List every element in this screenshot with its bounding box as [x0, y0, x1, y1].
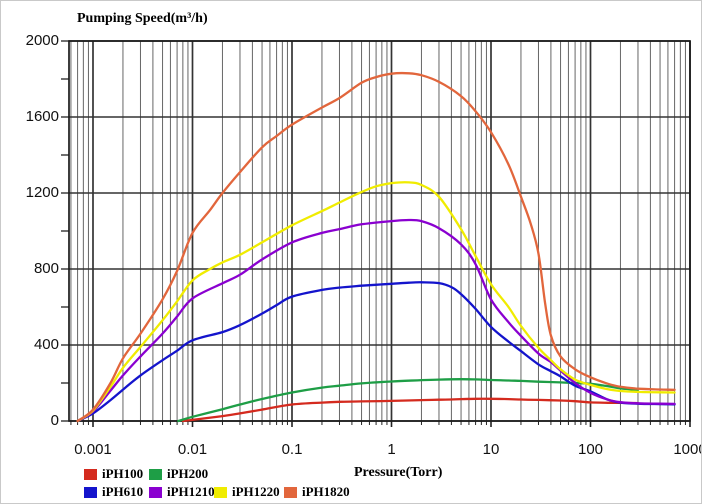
legend-label-iph100: iPH100	[102, 466, 144, 481]
x-tick-label: 10	[482, 441, 500, 458]
legend-item-iph1210: iPH1210	[149, 484, 215, 500]
series-line-iph1210	[76, 218, 676, 423]
legend-item-iph1220: iPH1220	[214, 484, 284, 500]
legend-item-iph610: iPH610	[84, 484, 149, 500]
series-line-iph100	[181, 397, 640, 423]
legend-label-iph610: iPH610	[102, 484, 144, 499]
legend-swatch-iph200	[149, 468, 162, 480]
legend-row-2: iPH610 iPH1210 iPH1220 iPH1820	[84, 484, 350, 500]
legend-label-iph200: iPH200	[167, 466, 209, 481]
y-tick-label: 0	[50, 412, 59, 429]
series-line-iph1220	[76, 181, 676, 423]
series-line-iph1820	[76, 71, 676, 423]
legend-item-iph1820: iPH1820	[284, 484, 350, 500]
series-line-iph610	[76, 281, 676, 423]
y-tick-label: 1200	[25, 184, 59, 201]
legend-label-iph1210: iPH1210	[167, 484, 215, 499]
legend-label-iph1820: iPH1820	[302, 484, 350, 499]
y-tick-label: 800	[33, 260, 59, 277]
x-tick-label: 1	[387, 441, 396, 458]
legend-item-iph100: iPH100	[84, 466, 149, 482]
chart-title: Pumping Speed(m³/h)	[77, 11, 208, 26]
x-tick-label: 0.1	[281, 441, 303, 458]
legend-row-1: iPH100 iPH200	[84, 466, 350, 482]
legend: iPH100 iPH200 iPH610 iPH1210 iPH1220	[84, 466, 350, 500]
legend-swatch-iph1820	[284, 486, 297, 498]
x-tick-label: 0.01	[177, 441, 208, 458]
legend-swatch-iph100	[84, 468, 97, 480]
legend-swatch-iph1220	[214, 486, 227, 498]
legend-swatch-iph1210	[149, 486, 162, 498]
x-axis-title: Pressure(Torr)	[354, 465, 443, 480]
y-tick-label: 400	[33, 336, 59, 353]
legend-label-iph1220: iPH1220	[232, 484, 280, 499]
legend-item-iph200: iPH200	[149, 466, 208, 482]
x-tick-label: 100	[577, 441, 604, 458]
x-tick-label: 0.001	[74, 441, 112, 458]
legend-swatch-iph610	[84, 486, 97, 498]
y-tick-label: 1600	[25, 108, 59, 125]
y-tick-label: 2000	[25, 32, 59, 49]
x-tick-label: 1000	[673, 441, 701, 458]
